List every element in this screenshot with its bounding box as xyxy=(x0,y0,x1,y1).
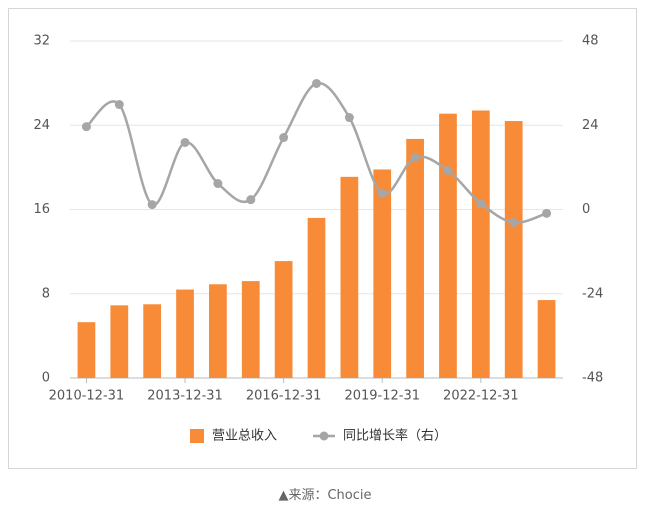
bar xyxy=(77,322,96,378)
line-point xyxy=(114,100,124,110)
bar xyxy=(307,217,326,378)
legend-swatch xyxy=(190,429,204,443)
bar xyxy=(176,289,194,378)
bar xyxy=(471,110,490,378)
bar xyxy=(274,261,293,378)
x-tick-label: 2016-12-31 xyxy=(246,389,322,404)
legend-label: 同比增长率（右） xyxy=(343,428,447,444)
x-tick-label: 2019-12-31 xyxy=(344,389,420,404)
line-point xyxy=(147,200,157,210)
chart-frame xyxy=(8,8,637,469)
y-tick-label: 24 xyxy=(33,118,50,133)
line-point xyxy=(410,153,420,163)
bar xyxy=(504,121,523,378)
line-point xyxy=(213,179,223,189)
line-point xyxy=(476,199,486,209)
bar xyxy=(373,169,392,378)
y2-tick-label: -48 xyxy=(582,371,603,386)
legend-swatch xyxy=(319,431,329,441)
line-point xyxy=(377,188,387,198)
source-note: ▲来源：Chocie xyxy=(278,488,372,503)
y-tick-label: 16 xyxy=(33,202,50,217)
line-point xyxy=(312,78,321,88)
y2-tick-label: -24 xyxy=(582,286,603,301)
x-tick-label: 2010-12-31 xyxy=(49,389,125,404)
bar xyxy=(439,113,457,379)
line-point xyxy=(81,122,91,132)
bar xyxy=(143,304,162,378)
bar xyxy=(241,281,260,378)
bar xyxy=(340,176,359,378)
y2-tick-label: 0 xyxy=(582,202,590,217)
bar xyxy=(537,300,556,378)
y-tick-label: 0 xyxy=(42,371,50,386)
line-point xyxy=(344,113,354,123)
bar xyxy=(406,138,424,378)
x-tick-label: 2013-12-31 xyxy=(147,389,223,404)
line-point xyxy=(509,217,519,227)
y2-tick-label: 24 xyxy=(582,118,599,133)
bar xyxy=(209,284,227,378)
bar xyxy=(110,305,129,378)
line-point xyxy=(443,166,453,176)
line-point xyxy=(180,137,190,147)
chart: 0 8 16 24 32 -48 -24 0 24 48 2010-12-31 2013-12-31 2… xyxy=(33,34,603,444)
legend-label: 营业总收入 xyxy=(212,429,277,444)
y2-tick-label: 48 xyxy=(582,34,599,49)
line-point xyxy=(246,195,256,205)
y-tick-label: 32 xyxy=(33,34,50,49)
line-point xyxy=(279,133,289,143)
x-tick-label: 2022-12-31 xyxy=(443,389,519,404)
y-tick-label: 8 xyxy=(42,286,50,301)
line-point xyxy=(542,208,552,218)
